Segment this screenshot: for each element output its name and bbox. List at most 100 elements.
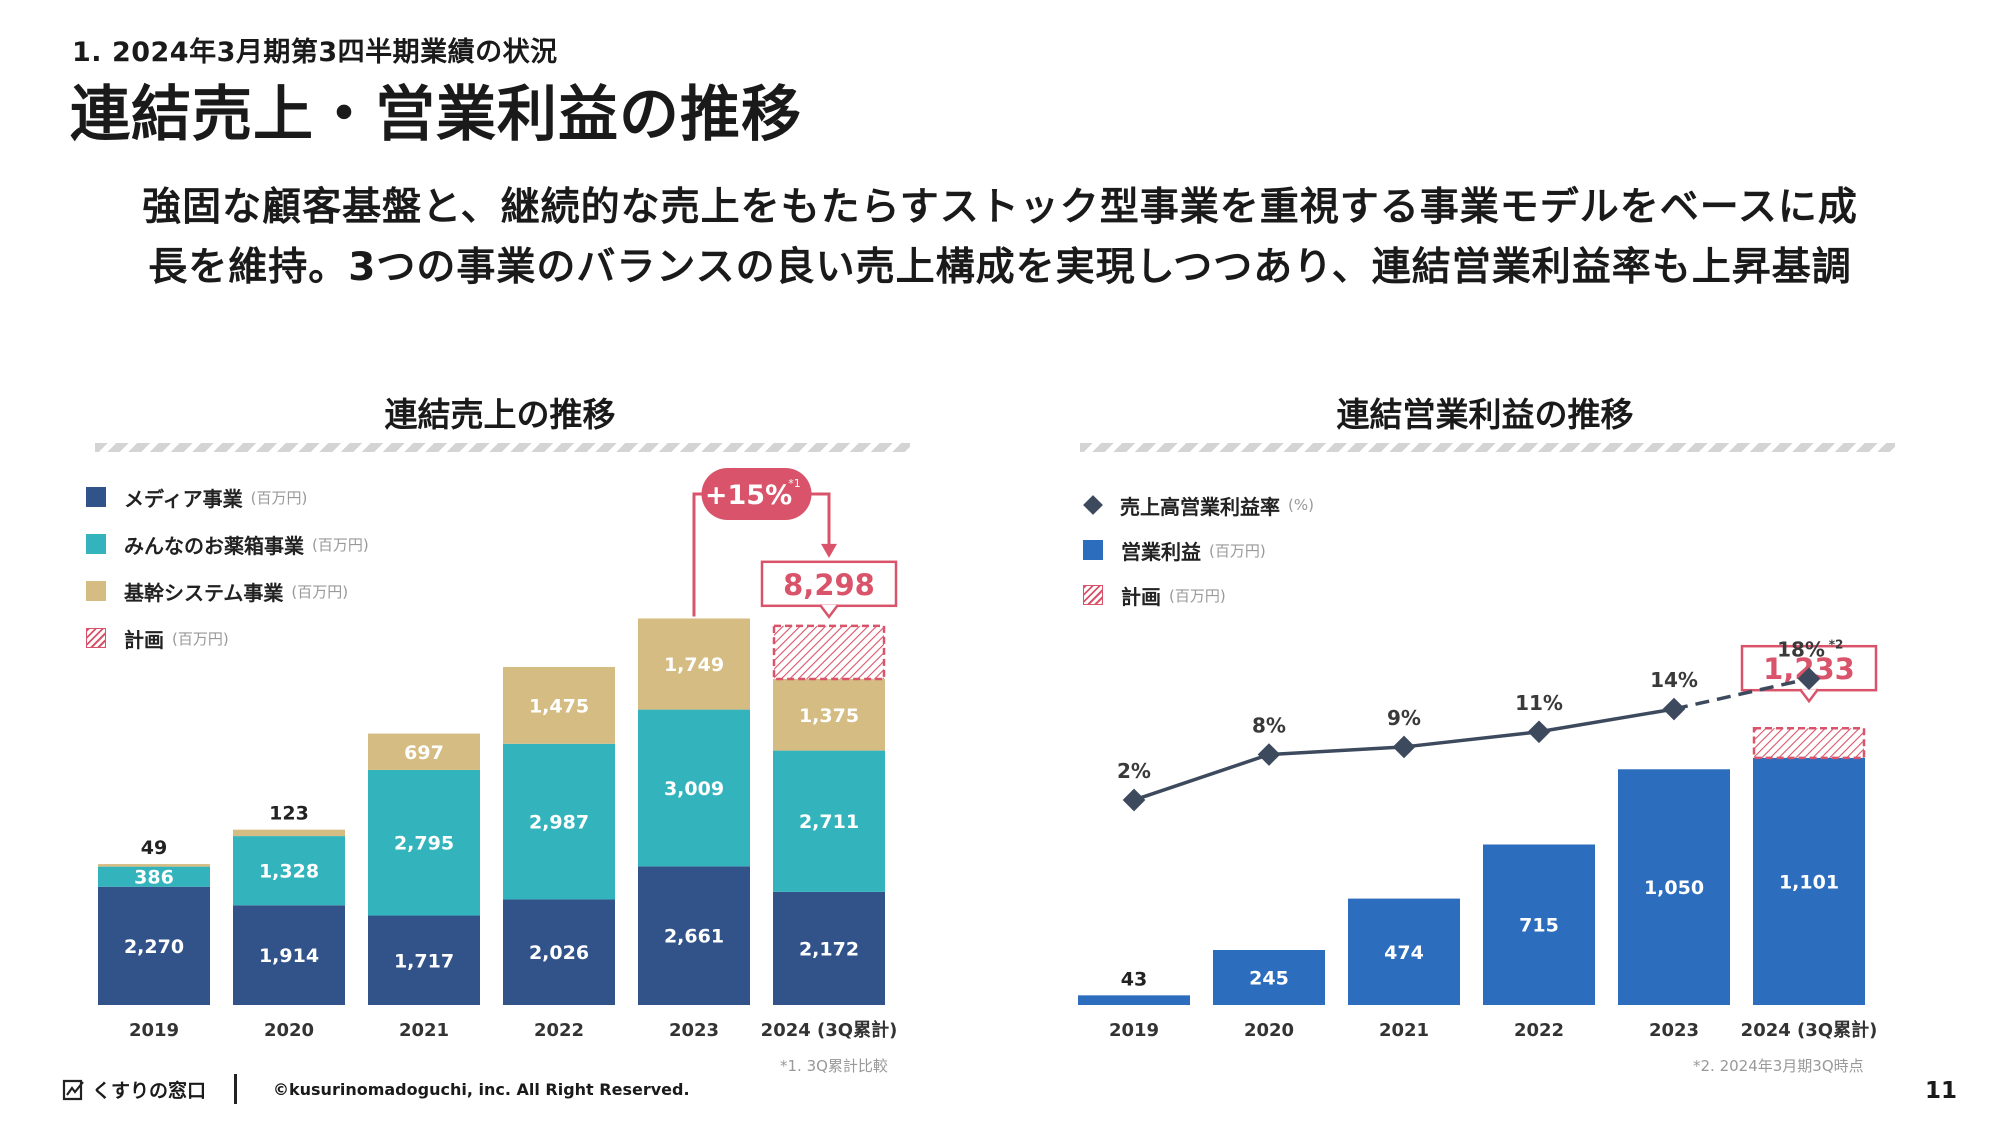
legend-item-profit-plan: 計画 (百万円) [1083,580,1314,610]
bar-system-2023 [638,618,750,710]
bar-label-system-2024 (3Q累計): 1,375 [799,705,859,727]
bar-profit-plan-2024 (3Q累計) [1752,726,1866,760]
bar-label-system-2019: 49 [141,837,167,859]
margin-label-2024 (3Q累計): 18% [1777,638,1825,662]
bar-label-profit-2022: 715 [1519,915,1559,937]
bar-pharmacy-2020 [233,836,345,906]
profit-footnote: *2. 2024年3月期3Q時点 [1693,1057,1864,1075]
bar-label-pharmacy-2023: 3,009 [664,778,724,800]
legend-label-pharmacy: みんなのお薬箱事業 [124,533,304,558]
section-label: 1. 2024年3月期第3四半期業績の状況 [72,37,558,68]
revenue-chart-title: 連結売上の推移 [384,395,616,434]
legend-label-margin: 売上高営業利益率 [1120,494,1280,519]
margin-line-forecast [1673,677,1810,711]
revenue-total-callout: 8,298 [783,568,875,602]
page-title: 連結売上・営業利益の推移 [70,80,802,150]
profit-legend: 売上高営業利益率 (%) 営業利益 (百万円) 計画 (百万円) [1083,490,1314,610]
revenue-title-divider [95,443,910,452]
footer-logo: くすりの窓口 [62,1076,206,1103]
bar-profit-2019 [1078,995,1190,1005]
bar-system-2021 [368,733,480,770]
legend-label-profit-plan: 計画 [1121,584,1161,609]
bar-profit-2024 (3Q累計) [1753,757,1865,1005]
bar-label-media-2020: 1,914 [259,945,319,967]
bar-pharmacy-2021 [368,769,480,916]
profit-chart: 43 2019 245 2020 474 2021 715 2022 1,050 2023 1,10… [1078,638,1877,1041]
bar-pharmacy-2024 (3Q累計) [773,750,885,892]
legend-label-plan: 計画 [124,627,164,652]
legend-swatch-pharmacy [86,534,106,554]
legend-item-system: 基幹システム事業 (百万円) [86,576,369,606]
bar-label-pharmacy-2019: 386 [134,867,174,889]
bar-pharmacy-2019 [98,866,210,887]
bar-label-media-2022: 2,026 [529,942,589,964]
legend-item-plan: 計画 (百万円) [86,623,369,653]
margin-label-2022: 11% [1515,691,1563,715]
revenue-legend: メディア事業 (百万円) みんなのお薬箱事業 (百万円) 基幹システム事業 (百… [86,482,369,653]
bar-profit-2023 [1618,769,1730,1005]
bar-system-2024 (3Q累計) [773,678,885,751]
bar-pharmacy-2022 [503,743,615,900]
x-tick-profit-2022: 2022 [1514,1020,1564,1041]
margin-point-2021 [1392,735,1416,759]
window-logo-icon [62,1079,84,1100]
bar-media-2023 [638,866,750,1005]
bar-label-profit-2019: 43 [1121,968,1147,990]
profit-callout-pointer [1799,688,1819,704]
bar-pharmacy-2023 [638,709,750,867]
legend-item-pharmacy: みんなのお薬箱事業 (百万円) [86,529,369,559]
bar-label-media-2019: 2,270 [124,936,184,958]
revenue-chart: 2,270 386 49 2019 1,914 1,328 123 2020 1,717 2,79… [98,468,898,1041]
margin-point-2024 (3Q累計) [1797,667,1821,691]
legend-label-profit: 営業利益 [1121,539,1201,564]
bar-media-2021 [368,915,480,1005]
legend-unit-profit-plan: (百万円) [1169,586,1226,605]
x-tick-profit-2021: 2021 [1379,1020,1429,1041]
x-tick-profit-2019: 2019 [1109,1020,1159,1041]
bar-label-pharmacy-2021: 2,795 [394,833,454,855]
legend-swatch-plan [86,628,106,648]
bar-label-system-2020: 123 [269,803,309,825]
legend-item-media: メディア事業 (百万円) [86,482,369,512]
margin-label-2023: 14% [1650,668,1698,692]
growth-pill-text: +15% [705,480,792,511]
footer-divider [234,1074,237,1104]
margin-point-2023 [1662,697,1686,721]
bar-profit-2022 [1483,844,1595,1005]
bar-label-profit-2024 (3Q累計): 1,101 [1779,871,1839,893]
bar-label-system-2023: 1,749 [664,654,724,676]
x-tick-2021: 2021 [399,1020,449,1041]
bar-label-pharmacy-2022: 2,987 [529,812,589,834]
bar-label-profit-2021: 474 [1384,942,1424,964]
bar-media-2022 [503,899,615,1005]
bar-media-2020 [233,905,345,1005]
growth-pill [701,468,812,520]
legend-unit-system: (百万円) [291,582,349,601]
growth-arrow-head [821,543,837,558]
bar-label-system-2021: 697 [404,742,444,764]
margin-note-mark: *2 [1829,638,1844,652]
legend-label-media: メディア事業 [124,486,243,511]
margin-label-2020: 8% [1252,714,1286,738]
bar-label-pharmacy-2020: 1,328 [259,861,319,883]
margin-label-2019: 2% [1117,759,1151,783]
legend-unit-plan: (百万円) [172,629,229,648]
revenue-total-callout-box [760,560,898,608]
lead-line-1: 強固な顧客基盤と、継続的な売上をもたらすストック型事業を重視する事業モデルをベー… [142,185,1858,230]
legend-item-margin: 売上高営業利益率 (%) [1083,490,1314,520]
footer-logo-text: くすりの窓口 [92,1080,207,1102]
margin-point-2019 [1122,788,1146,812]
margin-point-2020 [1257,743,1281,766]
legend-swatch-profit [1083,540,1103,560]
bar-label-profit-2020: 245 [1249,967,1289,989]
bar-profit-2021 [1348,898,1460,1005]
bar-plan-2024 (3Q累計) [772,624,886,681]
growth-pill-note: *1 [788,477,801,490]
x-tick-2024 (3Q累計): 2024 (3Q累計) [761,1019,898,1041]
legend-unit-margin: (%) [1288,496,1314,514]
bar-label-profit-2023: 1,050 [1644,877,1704,899]
x-tick-2023: 2023 [669,1020,719,1041]
bar-label-media-2021: 1,717 [394,950,454,972]
legend-unit-profit: (百万円) [1209,541,1266,560]
bar-label-system-2022: 1,475 [529,695,589,717]
